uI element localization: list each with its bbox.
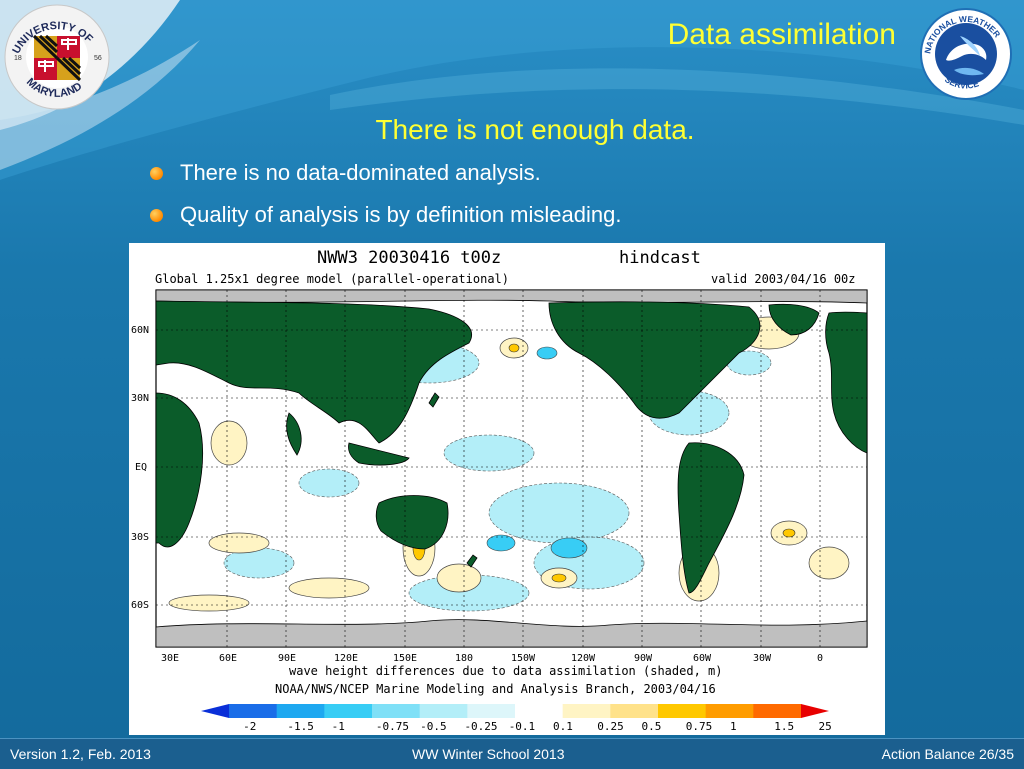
colorbar-label: -1	[332, 720, 345, 733]
colorbar-cells	[229, 704, 802, 718]
colorbar-cell	[276, 704, 325, 718]
colorbar-cell	[610, 704, 659, 718]
figure-caption-2: NOAA/NWS/NCEP Marine Modeling and Analys…	[275, 682, 716, 696]
lon-label: 120W	[571, 653, 596, 664]
slide-title: Data assimilation	[667, 18, 896, 51]
figure-caption-1: wave height differences due to data assi…	[289, 664, 722, 678]
footer-page: Action Balance 26/35	[881, 746, 1014, 762]
colorbar-cell	[753, 704, 802, 718]
lat-label: 60S	[131, 600, 149, 611]
bullet-text: Quality of analysis is by definition mis…	[180, 202, 622, 227]
colorbar-label: 0.75	[686, 720, 713, 733]
svg-text:18: 18	[14, 55, 22, 62]
svg-text:56: 56	[94, 55, 102, 62]
lat-label: 60N	[131, 325, 149, 336]
bullet-item: There is no data-dominated analysis.	[150, 158, 621, 200]
lon-label: 90W	[634, 653, 653, 664]
bullet-item: Quality of analysis is by definition mis…	[150, 200, 621, 242]
lon-label: 180	[455, 653, 473, 664]
colorbar-cell	[658, 704, 707, 718]
bullet-icon	[150, 209, 163, 222]
colorbar-label: -1.5	[287, 720, 314, 733]
colorbar: -2 -1.5 -1 -0.75 -0.5 -0.25 -0.1 0.1 0.25 0.5 0.75…	[201, 704, 832, 733]
lon-label: 150W	[511, 653, 536, 664]
colorbar-label: 25	[819, 720, 832, 733]
colorbar-cell	[562, 704, 611, 718]
lat-label: 30N	[131, 393, 149, 404]
figure-model-label: Global 1.25x1 degree model (parallel-ope…	[155, 272, 509, 286]
colorbar-label: -0.1	[509, 720, 536, 733]
slide-footer: Version 1.2, Feb. 2013 WW Winter School …	[0, 738, 1024, 769]
map-area	[155, 289, 868, 648]
figure-valid-label: valid 2003/04/16 00z	[711, 272, 856, 286]
colorbar-label: 0.1	[553, 720, 573, 733]
slide-subtitle: There is not enough data.	[375, 114, 695, 145]
colorbar-label: 0.5	[641, 720, 661, 733]
lon-label: 30W	[753, 653, 772, 664]
colorbar-cell	[419, 704, 468, 718]
lon-label: 120E	[334, 653, 358, 664]
wave-height-map-figure: NWW3 20030416 t00z hindcast Global 1.25x…	[129, 243, 885, 735]
colorbar-label: 1.5	[774, 720, 794, 733]
colorbar-labels: -2 -1.5 -1 -0.75 -0.5 -0.25 -0.1 0.1 0.25 0.5 0.75…	[243, 720, 832, 733]
figure-header-right: hindcast	[619, 248, 701, 268]
colorbar-cell	[324, 704, 373, 718]
lon-label: 30E	[161, 653, 179, 664]
lat-label: 30S	[131, 532, 149, 543]
lon-label: 150E	[393, 653, 417, 664]
lon-label: 60W	[693, 653, 712, 664]
colorbar-cell	[515, 704, 564, 718]
bullet-icon	[150, 167, 163, 180]
colorbar-cell	[372, 704, 421, 718]
university-of-maryland-logo: 18 56 UNIVERSITY OF MARYLAND	[4, 4, 110, 110]
colorbar-cell	[467, 704, 516, 718]
colorbar-cell	[705, 704, 754, 718]
lat-label: EQ	[135, 462, 147, 473]
colorbar-label: 0.25	[597, 720, 624, 733]
colorbar-label: -0.25	[464, 720, 497, 733]
colorbar-arrow-right	[801, 704, 829, 718]
colorbar-label: -2	[243, 720, 256, 733]
lon-label: 60E	[219, 653, 237, 664]
bullet-text: There is no data-dominated analysis.	[180, 160, 541, 185]
bullet-list: There is no data-dominated analysis. Qua…	[150, 158, 621, 242]
colorbar-label: -0.75	[376, 720, 409, 733]
colorbar-label: -0.5	[420, 720, 447, 733]
footer-event: WW Winter School 2013	[412, 746, 565, 762]
colorbar-label: 1	[730, 720, 737, 733]
figure-header-left: NWW3 20030416 t00z	[317, 248, 501, 268]
lon-label: 90E	[278, 653, 296, 664]
colorbar-arrow-left	[201, 704, 229, 718]
lon-label: 0	[817, 653, 823, 664]
footer-version: Version 1.2, Feb. 2013	[10, 746, 151, 762]
national-weather-service-logo: NATIONAL WEATHER SERVICE	[920, 8, 1012, 100]
colorbar-cell	[229, 704, 278, 718]
